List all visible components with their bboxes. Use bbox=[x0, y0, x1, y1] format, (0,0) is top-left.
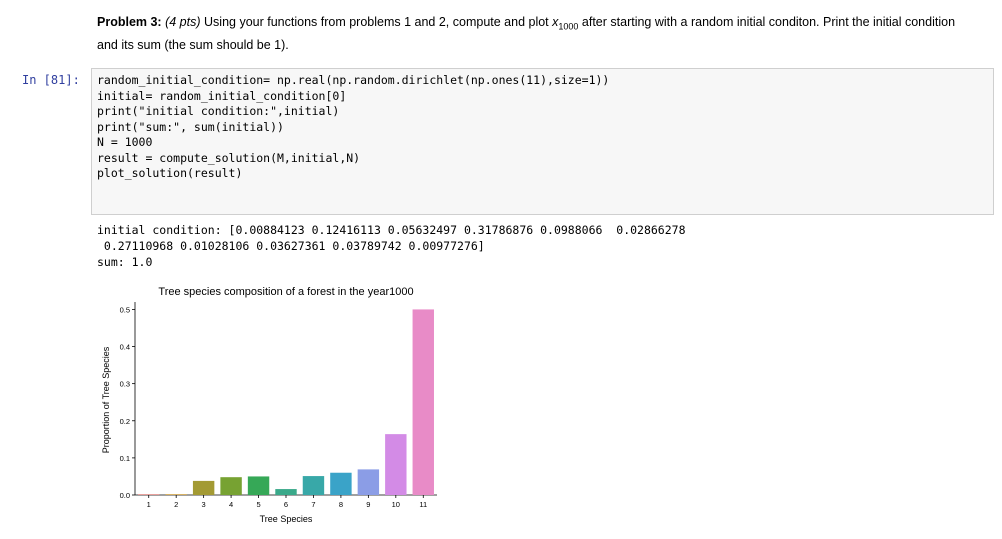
bar-species-1 bbox=[138, 494, 160, 495]
output-line: initial condition: [0.00884123 0.1241611… bbox=[97, 223, 686, 237]
code-line: plot_solution(result) bbox=[97, 166, 243, 180]
y-tick-label: 0.4 bbox=[120, 343, 130, 352]
x-tick-label: 4 bbox=[229, 500, 233, 509]
x-tick-label: 6 bbox=[284, 500, 288, 509]
output-line: 0.27110968 0.01028106 0.03627361 0.03789… bbox=[97, 239, 485, 253]
x-tick-label: 5 bbox=[256, 500, 260, 509]
vector-subscript: 1000 bbox=[558, 21, 579, 32]
code-line: print("initial condition:",initial) bbox=[97, 104, 340, 118]
problem-statement: Problem 3: (4 pts) Using your functions … bbox=[97, 13, 977, 54]
x-axis-label: Tree Species bbox=[260, 514, 313, 524]
y-tick-label: 0.1 bbox=[120, 454, 130, 463]
bar-species-11 bbox=[412, 309, 434, 495]
bar-species-7 bbox=[302, 476, 325, 495]
x-tick-label: 2 bbox=[174, 500, 178, 509]
bar-species-9 bbox=[357, 469, 380, 495]
bar-species-10 bbox=[385, 434, 407, 495]
bar-species-8 bbox=[330, 472, 352, 495]
problem-text-start: Using your functions from problems 1 and… bbox=[204, 15, 549, 29]
code-line: print("sum:", sum(initial)) bbox=[97, 119, 284, 134]
bar-species-5 bbox=[247, 476, 270, 495]
x-tick-label: 7 bbox=[311, 500, 315, 509]
x-tick-label: 10 bbox=[392, 500, 400, 509]
vector-symbol: x1000 bbox=[552, 13, 578, 36]
bar-species-6 bbox=[275, 489, 297, 495]
code-line: initial= random_initial_condition[0] bbox=[97, 88, 347, 103]
bar-chart: Tree species composition of a forest in … bbox=[95, 280, 445, 530]
cell-output: initial condition: [0.00884123 0.1241611… bbox=[97, 222, 686, 270]
code-line: N = 1000 bbox=[97, 135, 153, 149]
vector-x: x bbox=[552, 15, 559, 29]
output-line: sum: 1.0 bbox=[97, 255, 153, 269]
problem-points: (4 pts) bbox=[165, 15, 201, 29]
y-axis-label: Proportion of Tree Species bbox=[101, 346, 111, 453]
plot-area: 0.0 0.1 0.2 0.3 0.4 0.5 1 2 3 4 5 6 7 8 9 10 11 bbox=[120, 302, 437, 509]
x-tick-label: 8 bbox=[339, 500, 343, 509]
input-prompt: In [81]: bbox=[22, 73, 80, 87]
y-tick-label: 0.2 bbox=[120, 417, 130, 426]
code-content[interactable]: random_initial_condition= np.real(np.ran… bbox=[97, 73, 609, 182]
y-tick-label: 0.0 bbox=[120, 491, 130, 500]
code-cell-editor[interactable]: random_initial_condition= np.real(np.ran… bbox=[91, 68, 994, 215]
bar-species-4 bbox=[220, 477, 242, 495]
bar-species-2 bbox=[165, 494, 187, 495]
problem-label: Problem 3: bbox=[97, 15, 162, 29]
y-tick-label: 0.3 bbox=[120, 380, 130, 389]
code-line: result = compute_solution(M,initial,N) bbox=[97, 150, 361, 165]
chart-svg: Tree species composition of a forest in … bbox=[101, 286, 437, 524]
x-tick-label: 1 bbox=[147, 500, 151, 509]
x-tick-label: 11 bbox=[419, 500, 427, 509]
problem-text-end: after starting with a random initial con… bbox=[97, 15, 956, 52]
bar-species-3 bbox=[192, 480, 215, 495]
code-line: random_initial_condition= np.real(np.ran… bbox=[97, 73, 610, 87]
x-tick-label: 9 bbox=[366, 500, 370, 509]
x-tick-label: 3 bbox=[202, 500, 206, 509]
chart-title: Tree species composition of a forest in … bbox=[158, 286, 413, 298]
y-tick-label: 0.5 bbox=[120, 305, 130, 314]
